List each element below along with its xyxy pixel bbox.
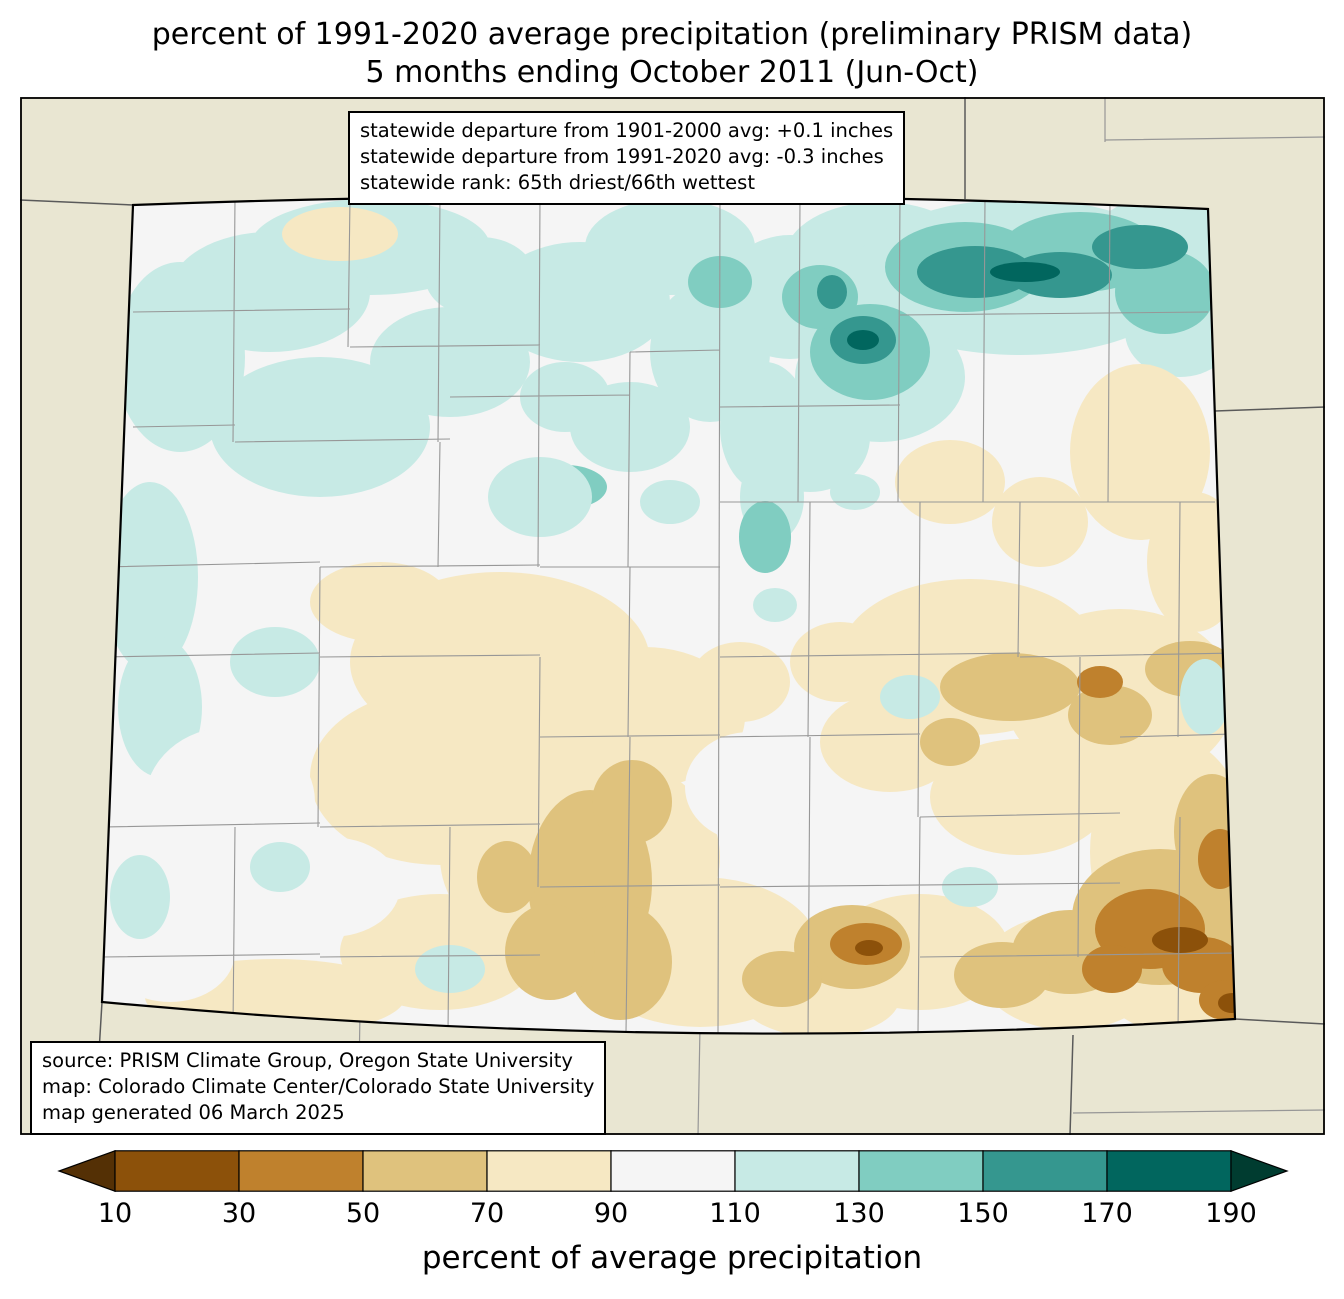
neighbor-state-borders [20,97,1325,1135]
title-line-2: 5 months ending October 2011 (Jun-Oct) [365,55,979,90]
stats-line-1: statewide departure from 1901-2000 avg: … [360,119,894,142]
source-line-1: source: PRISM Climate Group, Oregon Stat… [42,1049,573,1072]
colorbar-tick-70: 70 [469,1198,505,1229]
colorbar-seg-50-70 [362,1150,488,1192]
source-line-2: map: Colorado Climate Center/Colorado St… [42,1075,595,1099]
colorbar-tick-30: 30 [221,1198,257,1229]
colorbar-tick-50: 50 [345,1198,381,1229]
colorbar-tick-190: 190 [1205,1198,1257,1229]
colorbar-seg-130-150 [858,1150,984,1192]
colorbar-svg [57,1149,1289,1193]
colorbar-seg-30-50 [238,1150,364,1192]
colorbar-tick-130: 130 [833,1198,885,1229]
colorbar-tick-150: 150 [957,1198,1009,1229]
map-area: statewide departure from 1901-2000 avg: … [20,97,1325,1136]
colorbar-seg-90-110 [610,1150,736,1192]
source-box: source: PRISM Climate Group, Oregon Stat… [30,1041,607,1136]
colorbar-tick-170: 170 [1081,1198,1133,1229]
stats-line-3: statewide rank: 65th driest/66th wettest [360,171,755,195]
colorbar-seg-170-190 [1106,1150,1232,1192]
state-interior [102,195,1235,1034]
colorbar-tick-10: 10 [97,1198,133,1229]
region-10-30 [855,927,1235,1013]
figure-title: percent of 1991-2020 average precipitati… [0,16,1344,92]
title-line-1: percent of 1991-2020 average precipitati… [151,17,1193,52]
colorbar [57,1149,1289,1193]
colorbar-axis-label: percent of average precipitation [421,1240,923,1276]
region-110-130-south-pockets [110,457,1230,993]
colorbar-seg-110-130 [734,1150,860,1192]
map-frame [20,97,1325,1135]
stats-box: statewide departure from 1901-2000 avg: … [348,111,906,206]
region-90-110-holes [105,727,1065,1002]
colorado-precipitation-map [20,97,1325,1135]
colorbar-right-arrow [1230,1149,1289,1193]
colorbar-seg-10-30 [114,1150,240,1192]
county-lines [102,197,1235,1034]
colorbar-left-arrow [57,1149,116,1193]
stats-line-2: statewide departure from 1991-2020 avg: … [360,145,884,169]
region-170-190 [847,262,1060,350]
source-line-3: map generated 06 March 2025 [42,1101,345,1125]
colorbar-seg-70-90 [486,1150,612,1192]
colorbar-tick-110: 110 [709,1198,761,1229]
colorbar-tick-90: 90 [593,1198,629,1229]
colorbar-seg-150-170 [982,1150,1108,1192]
